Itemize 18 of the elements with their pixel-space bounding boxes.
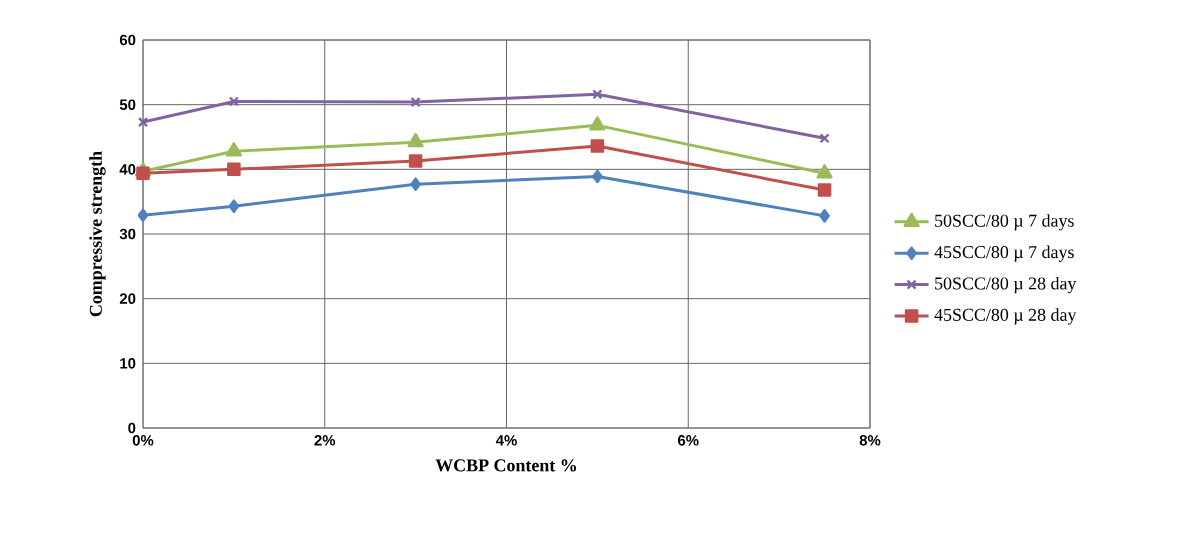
x-axis-title: WCBP Content %	[435, 459, 577, 472]
legend-label: 45SCC/80 µ 7 days	[934, 245, 1074, 262]
x-tick-label: 4%	[495, 435, 517, 446]
y-tick-label: 30	[119, 228, 136, 240]
y-tick-label: 50	[119, 99, 136, 110]
y-tick-label: 20	[119, 293, 136, 304]
legend-label: 50SCC/80 µ 28 day	[935, 276, 1077, 294]
y-tick-label: 40	[119, 164, 136, 175]
x-tick-label: 2%	[314, 435, 336, 446]
y-tick-label: 10	[120, 358, 136, 369]
legend-label: 50SCC/80 µ 7 days	[935, 214, 1074, 231]
y-tick-label: 0	[128, 422, 136, 434]
x-tick-label: 0%	[132, 435, 154, 446]
x-tick-label: 8%	[859, 435, 881, 446]
x-tick-label: 6%	[678, 435, 699, 446]
legend-label: 45SCC/80 µ 28 day	[934, 308, 1077, 325]
y-tick-label: 60	[119, 34, 136, 46]
y-axis-title: Compressive strength	[89, 151, 106, 317]
